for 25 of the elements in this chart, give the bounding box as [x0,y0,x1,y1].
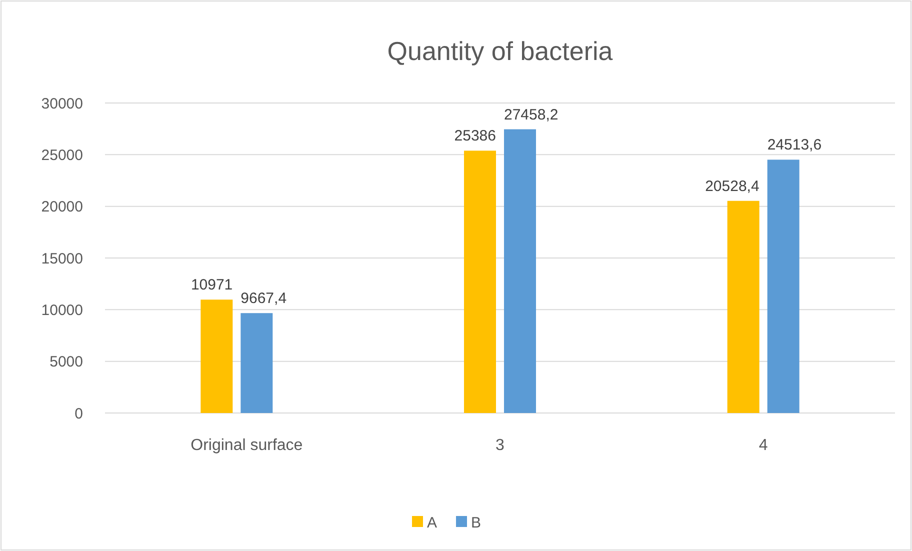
y-tick-label: 20000 [41,198,83,216]
y-tick-label: 5000 [50,354,83,371]
data-label: 10971 [190,276,233,294]
x-tick-label: 3 [496,437,505,454]
chart-title: Quantity of bacteria [387,36,614,66]
y-tick-label: 30000 [41,95,83,112]
data-label: 24513,6 [767,136,822,154]
y-tick-label: 10000 [41,302,83,319]
legend-label: A [427,514,438,532]
bar [504,129,536,413]
y-tick-label: 25000 [41,146,83,164]
bar [200,300,233,413]
y-tick-label: 0 [74,405,83,422]
x-tick-label: 4 [758,437,768,454]
bar [240,313,273,413]
y-tick-label: 15000 [41,250,83,268]
legend-label: B [471,514,482,532]
data-label: 25386 [454,128,496,145]
data-label: 20528,4 [705,178,760,195]
data-label: 9667,4 [240,290,287,308]
bar [767,160,800,413]
bar [727,200,760,413]
bar [464,150,496,413]
x-tick-label: Original surface [190,437,303,454]
data-label: 27458,2 [504,106,558,124]
